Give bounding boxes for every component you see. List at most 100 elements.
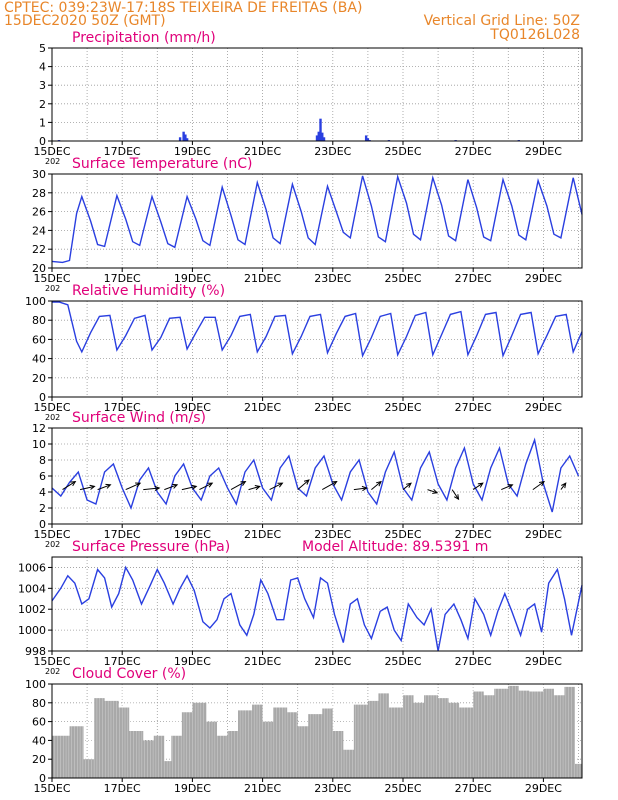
humidity-xtick-label: 25DEC — [384, 401, 421, 414]
cloud-ytick-label: 60 — [32, 716, 46, 729]
cloud-title: Cloud Cover (%) — [72, 666, 186, 682]
header-location: CPTEC: 039:23W-17:18S TEIXEIRA DE FREITA… — [4, 0, 363, 16]
precip-year-stub: 202 — [45, 157, 60, 166]
temp-xtick-label: 15DEC — [33, 272, 70, 285]
wind-ytick-label: 2 — [39, 502, 46, 515]
precip-xtick-label: 29DEC — [525, 145, 562, 158]
wind-vector-head — [331, 481, 338, 486]
wind-vector — [181, 485, 197, 491]
wind-xtick-label: 27DEC — [455, 528, 492, 541]
precip-ytick-label: 4 — [39, 61, 46, 74]
wind-ytick-label: 10 — [32, 438, 46, 451]
wind-vector-head — [254, 485, 261, 491]
precip-bar — [321, 132, 324, 141]
humidity-ytick-label: 0 — [39, 391, 46, 404]
wind-year-stub: 202 — [45, 540, 60, 549]
temp-xtick-label: 21DEC — [244, 272, 281, 285]
humidity-ytick-label: 40 — [32, 353, 46, 366]
wind-ytick-label: 12 — [32, 422, 46, 435]
precip-xtick-label: 23DEC — [314, 145, 351, 158]
pressure-ytick-label: 998 — [25, 645, 46, 658]
precip-bar — [178, 137, 182, 141]
precip-bar — [322, 137, 326, 141]
wind-vector — [79, 485, 95, 491]
cloud-frame — [51, 683, 583, 779]
cloud-ytick-label: 20 — [32, 753, 46, 766]
precip-bar — [319, 118, 322, 141]
temp-ytick-label: 20 — [32, 262, 46, 275]
wind-vector — [371, 481, 382, 490]
cloud-xtick-label: 17DEC — [104, 782, 141, 795]
humidity-xtick-label: 27DEC — [455, 401, 492, 414]
wind-xtick-label: 25DEC — [384, 528, 421, 541]
cloud-xtick-label: 27DEC — [455, 782, 492, 795]
temp-title: Surface Temperature (nC) — [72, 156, 253, 172]
wind-vector — [297, 479, 310, 490]
pressure-year-stub: 202 — [45, 667, 60, 676]
cloud-xtick-label: 23DEC — [314, 782, 351, 795]
wind-vector — [97, 484, 111, 491]
pressure-line — [51, 565, 583, 652]
cloud-xtick-label: 15DEC — [33, 782, 70, 795]
precip-frame — [51, 47, 583, 142]
wind-vector — [164, 484, 178, 491]
header-model-id: TQ0126L028 — [490, 27, 580, 43]
precip-title: Precipitation (mm/h) — [72, 30, 216, 46]
wind-vector — [472, 482, 484, 491]
cloud-xtick-label: 25DEC — [384, 782, 421, 795]
humidity-xtick-label: 21DEC — [244, 401, 281, 414]
precip-bar — [317, 131, 320, 141]
wind-vector-head — [135, 482, 142, 488]
wind-line — [51, 437, 580, 513]
temp-ytick-label: 30 — [32, 168, 46, 181]
precip-xtick-label: 19DEC — [174, 145, 211, 158]
wind-vector-head — [376, 480, 382, 487]
wind-vector — [427, 489, 438, 494]
pressure-xtick-label: 27DEC — [455, 655, 492, 668]
wind-vector — [353, 487, 367, 491]
humidity-frame — [51, 300, 583, 398]
humidity-ytick-label: 60 — [32, 333, 46, 346]
wind-title: Surface Wind (m/s) — [72, 410, 206, 426]
wind-vector — [62, 481, 76, 491]
wind-vector — [322, 481, 337, 491]
precip-bar — [315, 135, 319, 141]
humidity-ytick-label: 80 — [32, 314, 46, 327]
temp-frame — [51, 173, 583, 269]
precip-ytick-label: 2 — [39, 98, 46, 111]
wind-vector-head — [172, 483, 179, 489]
precip-xtick-label: 17DEC — [104, 145, 141, 158]
temp-xtick-label: 25DEC — [384, 272, 421, 285]
wind-vector-head — [432, 488, 439, 494]
wind-vector — [125, 482, 141, 491]
wind-vector-head — [89, 484, 96, 490]
wind-xtick-label: 17DEC — [104, 528, 141, 541]
precip-bar — [366, 138, 370, 141]
header-run-time: 15DEC2020 50Z (GMT) — [4, 13, 166, 29]
pressure-title: Surface Pressure (hPa) — [72, 539, 230, 555]
pressure-xtick-label: 17DEC — [104, 655, 141, 668]
cloud-xtick-label: 29DEC — [525, 782, 562, 795]
wind-vector — [248, 485, 260, 491]
wind-vector — [560, 482, 567, 490]
humidity-xtick-label: 19DEC — [174, 401, 211, 414]
humidity-xtick-label: 17DEC — [104, 401, 141, 414]
wind-vector-head — [191, 484, 198, 490]
humidity-title: Relative Humidity (%) — [72, 283, 225, 299]
wind-ytick-label: 8 — [39, 454, 46, 467]
cloud-ytick-label: 40 — [32, 734, 46, 747]
wind-vector-head — [477, 482, 484, 488]
wind-vector-head — [240, 481, 247, 486]
temp-xtick-label: 27DEC — [455, 272, 492, 285]
wind-ytick-label: 0 — [39, 518, 46, 531]
pressure-ytick-label: 1000 — [18, 624, 46, 637]
precip-xtick-label: 25DEC — [384, 145, 421, 158]
pressure-ytick-label: 1006 — [18, 561, 46, 574]
wind-vector-head — [207, 482, 214, 488]
cloud-ytick-label: 100 — [25, 678, 46, 691]
precip-bar — [184, 134, 187, 141]
precip-xtick-label: 21DEC — [244, 145, 281, 158]
temp-ytick-label: 24 — [32, 224, 46, 237]
wind-ytick-label: 4 — [39, 486, 46, 499]
pressure-frame — [51, 556, 583, 652]
